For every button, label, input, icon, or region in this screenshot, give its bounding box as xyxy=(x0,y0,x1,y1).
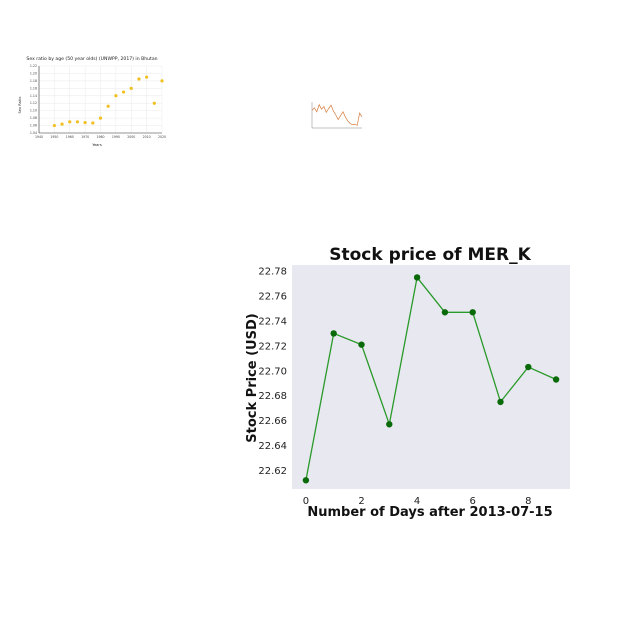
x-tick-label: 0 xyxy=(303,496,309,507)
data-point xyxy=(413,274,421,281)
x-tick-label: 2020 xyxy=(158,135,166,139)
x-tick-label: 6 xyxy=(470,496,476,507)
y-tick-label: 1.14 xyxy=(30,94,37,98)
data-point xyxy=(83,120,87,125)
y-tick-label: 1.12 xyxy=(30,101,37,105)
sex-ratio-chart: Sex ratio by age (50 year olds) (UNWPP, … xyxy=(12,50,172,150)
x-tick-label: 1960 xyxy=(66,135,74,139)
y-tick-label: 1.06 xyxy=(30,124,37,128)
data-point xyxy=(121,90,126,94)
data-point xyxy=(441,309,449,316)
data-point xyxy=(91,121,95,125)
x-axis-label: Number of Days after 2013-07-15 xyxy=(307,505,552,520)
sex-ratio-chart-svg: Sex ratio by age (50 year olds) (UNWPP, … xyxy=(18,56,166,147)
x-tick-label: 2000 xyxy=(127,135,135,139)
stock-price-chart: Stock price of MER_K Number of Days afte… xyxy=(240,238,580,528)
x-tick-label: 8 xyxy=(525,496,531,507)
y-tick-label: 22.64 xyxy=(258,441,287,452)
x-tick-label: 1980 xyxy=(96,135,104,139)
x-tick-label: 4 xyxy=(414,496,420,507)
x-tick-label: 2010 xyxy=(143,135,151,139)
chart-title: Sex ratio by age (50 year olds) (UNWPP, … xyxy=(26,56,157,62)
data-point xyxy=(98,116,103,120)
data-point xyxy=(302,477,310,484)
y-tick-label: 22.78 xyxy=(258,267,287,278)
x-tick-label: 1990 xyxy=(112,135,120,139)
y-tick-label: 22.76 xyxy=(258,292,287,303)
y-tick-label: 1.04 xyxy=(30,131,37,135)
plot-area xyxy=(292,265,570,489)
y-axis-label: Stock Price (USD) xyxy=(245,313,260,442)
data-point xyxy=(386,421,393,428)
data-point xyxy=(525,363,532,371)
x-axis-label: Years xyxy=(92,143,102,147)
y-tick-label: 1.22 xyxy=(30,64,37,68)
y-tick-label: 1.20 xyxy=(30,71,37,75)
small-line-chart xyxy=(300,92,370,147)
data-point xyxy=(469,309,476,316)
y-tick-label: 22.72 xyxy=(258,341,287,352)
y-tick-label: 1.10 xyxy=(30,109,37,113)
y-tick-label: 22.68 xyxy=(258,391,287,402)
y-axis-label: Sex Ratio xyxy=(18,97,22,114)
x-tick-label: 1950 xyxy=(50,135,58,139)
y-tick-label: 22.74 xyxy=(258,317,287,328)
y-tick-label: 22.62 xyxy=(258,466,287,477)
data-point xyxy=(75,120,80,124)
x-tick-label: 2 xyxy=(358,496,364,507)
data-point xyxy=(106,104,110,108)
data-point xyxy=(152,101,156,105)
data-point xyxy=(552,376,560,383)
data-point xyxy=(114,94,118,98)
data-point xyxy=(145,75,149,79)
small-line-chart-svg xyxy=(311,102,363,129)
series-line xyxy=(311,103,363,126)
data-point xyxy=(160,79,164,83)
data-point xyxy=(60,122,64,126)
data-point xyxy=(358,341,365,348)
data-point xyxy=(68,120,72,124)
series-line xyxy=(305,275,557,481)
y-tick-label: 22.66 xyxy=(258,416,287,427)
chart-title: Stock price of MER_K xyxy=(329,245,531,265)
y-tick-label: 1.08 xyxy=(30,116,37,120)
y-tick-label: 1.18 xyxy=(30,79,37,83)
data-point xyxy=(52,123,56,128)
y-tick-label: 1.16 xyxy=(30,86,37,90)
data-point xyxy=(137,77,141,81)
y-tick-label: 22.70 xyxy=(258,366,287,377)
data-point xyxy=(330,330,337,337)
data-point xyxy=(497,398,504,406)
x-tick-label: 1940 xyxy=(35,135,43,139)
data-point xyxy=(129,86,133,90)
x-tick-label: 1970 xyxy=(81,135,89,139)
stock-price-chart-svg: Stock price of MER_K Number of Days afte… xyxy=(245,245,570,520)
